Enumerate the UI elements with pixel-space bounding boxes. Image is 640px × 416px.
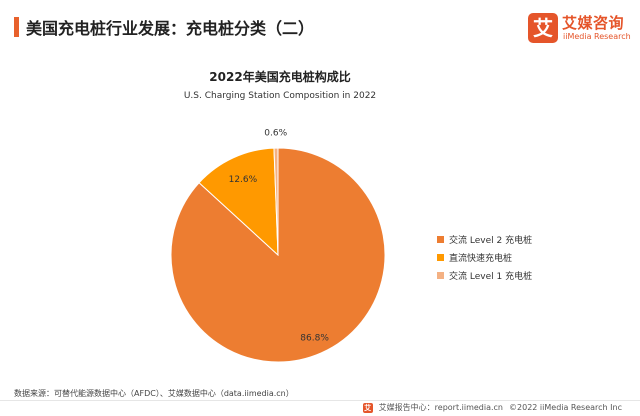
legend-label-dc-fast: 直流快速充电桩 [449, 253, 513, 264]
legend-swatch-level2 [437, 235, 444, 243]
chart-title: 2022年美国充电桩构成比 [209, 70, 351, 84]
chart-subtitle: U.S. Charging Station Composition in 202… [183, 91, 377, 101]
data-source-note: 数据来源：可替代能源数据中心（AFDC）、艾媒数据中心（data.iimedia… [14, 389, 294, 398]
logo-mark-icon: 艾 [528, 13, 558, 43]
footer-divider [0, 400, 640, 401]
legend-swatch-dc-fast [437, 253, 444, 261]
logo-name-cn: 艾媒咨询 [562, 14, 625, 32]
page-footer: 艾 艾媒报告中心：report.iimedia.cn ©2022 iiMedia… [362, 402, 628, 413]
pie-slice-level1 [273, 147, 279, 256]
page-title: 美国充电桩行业发展：充电桩分类（二） [26, 19, 315, 38]
logo-name-en: iiMedia Research [563, 32, 631, 41]
pie-slice-dc-fast [198, 147, 279, 257]
footer-copyright: ©2022 iiMedia Research Inc [509, 403, 622, 412]
footer-logo-icon: 艾 [362, 402, 373, 413]
legend-label-level2: 交流 Level 2 充电桩 [449, 235, 533, 246]
chart-legend: 交流 Level 2 充电桩 直流快速充电桩 交流 Level 1 充电桩 [437, 230, 532, 284]
legend-item-level2: 交流 Level 2 充电桩 [437, 230, 532, 248]
legend-item-dc-fast: 直流快速充电桩 [437, 248, 532, 266]
data-label-dc-fast: 12.6% [229, 175, 258, 185]
footer-report-link[interactable]: 艾媒报告中心：report.iimedia.cn [378, 403, 504, 412]
legend-label-level1: 交流 Level 1 充电桩 [449, 271, 533, 282]
brand-logo: 艾 艾媒咨询 iiMedia Research [528, 11, 632, 51]
data-label-level2: 86.8% [300, 334, 329, 344]
legend-swatch-level1 [437, 271, 444, 279]
data-label-level1: 0.6% [264, 129, 287, 139]
legend-item-level1: 交流 Level 1 充电桩 [437, 266, 532, 284]
title-accent-bar [14, 17, 19, 37]
